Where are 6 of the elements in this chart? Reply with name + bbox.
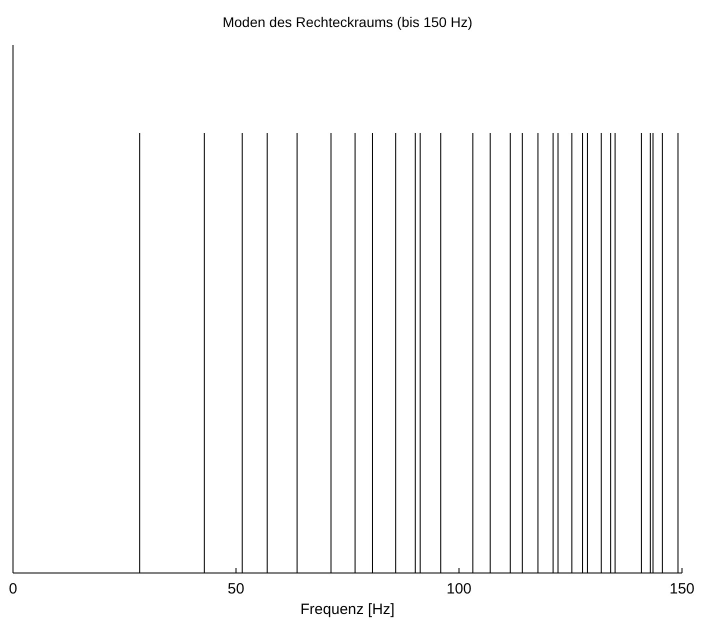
x-tick-label: 100 <box>446 580 472 598</box>
x-axis-title: Frequenz [Hz] <box>300 601 395 618</box>
chart-title: Moden des Rechteckraums (bis 150 Hz) <box>222 14 472 30</box>
x-tick-label: 0 <box>8 580 18 598</box>
x-tick-label: 150 <box>669 580 695 598</box>
x-tick-label: 50 <box>228 580 244 598</box>
